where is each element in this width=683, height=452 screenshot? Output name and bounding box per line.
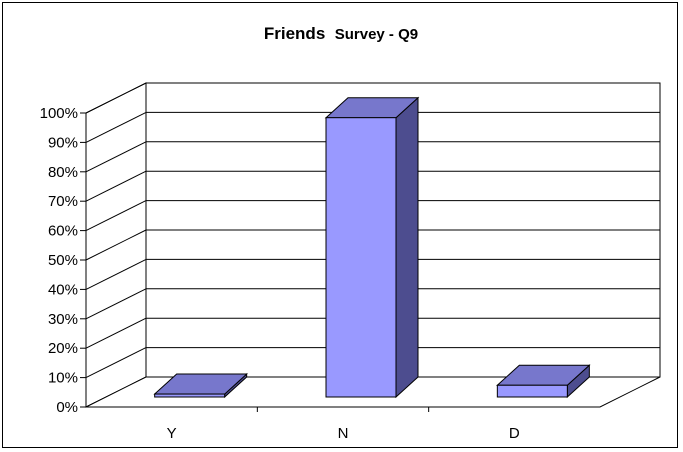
y-tick-label: 60% <box>48 223 78 240</box>
y-tick-label: 20% <box>48 340 78 357</box>
y-tick-label: 50% <box>48 252 78 269</box>
chart-title-part-2: Survey - Q9 <box>335 26 418 43</box>
gridline-side <box>85 111 147 143</box>
gridline-side <box>85 347 147 379</box>
y-tick-label: 70% <box>48 193 78 210</box>
bar-D <box>496 364 591 399</box>
y-tick-label: 30% <box>48 311 78 328</box>
bar-side <box>395 96 419 399</box>
y-tick-label: 90% <box>48 134 78 151</box>
gridline-side <box>85 200 147 232</box>
bar-front <box>325 117 397 398</box>
gridline-side <box>85 229 147 261</box>
gridline-side <box>85 170 147 202</box>
chart-title: Friends Survey - Q9 <box>264 24 418 43</box>
gridline-side <box>85 82 147 114</box>
x-tick-label: N <box>338 425 349 442</box>
bar-Y <box>153 372 248 399</box>
y-tick-label: 80% <box>48 164 78 181</box>
gridline-side <box>85 317 147 349</box>
bar-N <box>324 96 420 399</box>
y-tick-label: 10% <box>48 370 78 387</box>
bars <box>153 96 591 399</box>
gridline-side <box>85 258 147 290</box>
chart-title-part-1: Friends <box>264 24 325 43</box>
y-tick-label: 40% <box>48 281 78 298</box>
x-tick-label: Y <box>167 425 177 442</box>
gridline-side <box>85 141 147 173</box>
y-tick-label: 0% <box>56 399 78 416</box>
x-tick-label: D <box>509 425 520 442</box>
gridline-side <box>85 288 147 320</box>
y-axis-tick-labels: 0% 10% 20% 30% 40% 50% 60% 70% 80% 90% 100% <box>40 105 78 416</box>
bar-front <box>154 393 226 398</box>
y-tick-label: 100% <box>40 105 78 122</box>
bar-front <box>496 384 568 398</box>
